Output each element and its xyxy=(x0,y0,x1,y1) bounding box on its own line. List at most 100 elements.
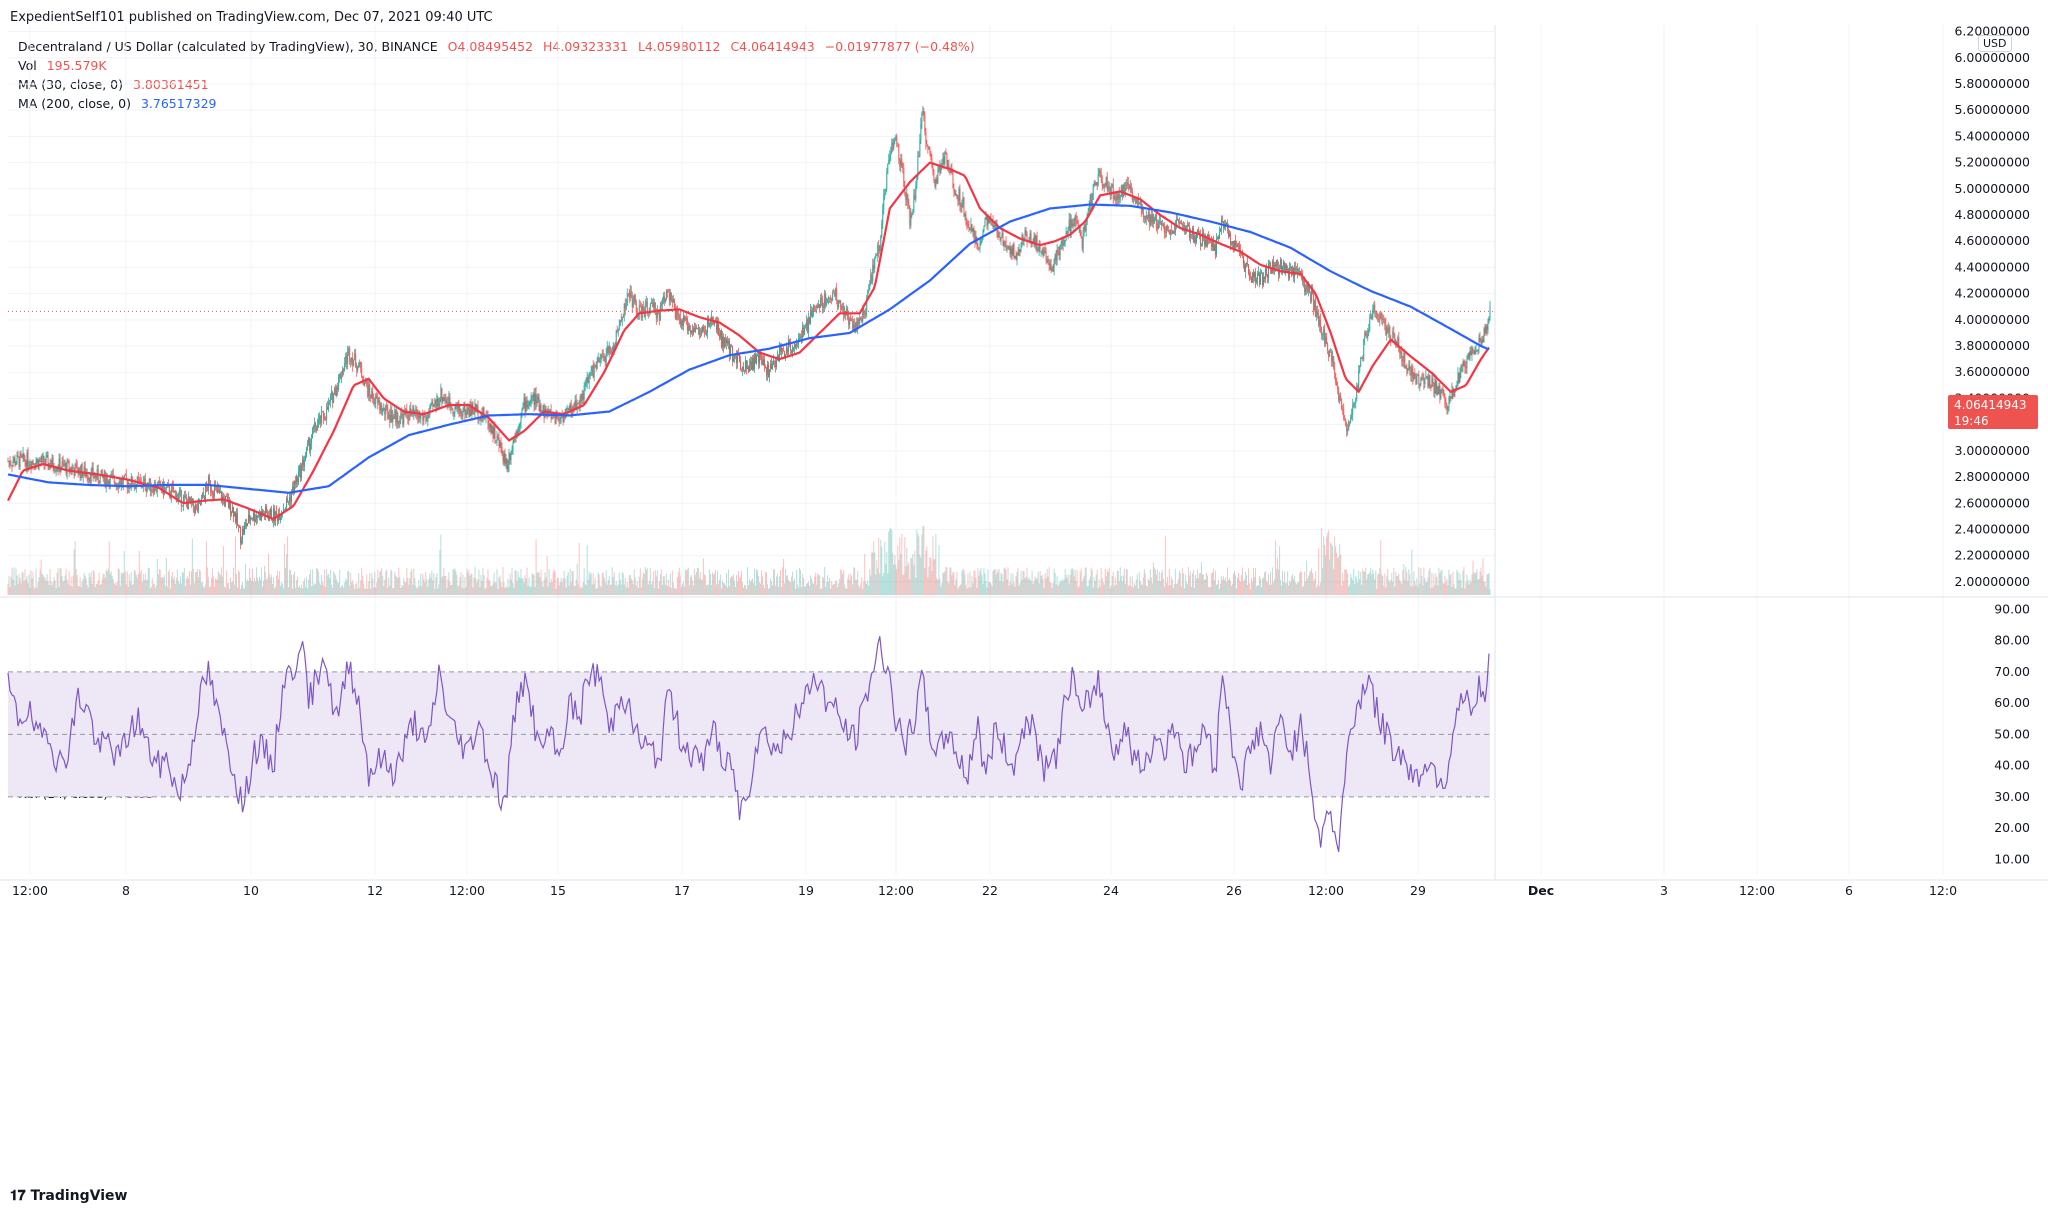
currency-badge[interactable]: USD xyxy=(1978,35,2012,52)
candle-body xyxy=(1443,393,1445,396)
candle-body xyxy=(577,403,579,404)
volume-bar xyxy=(1181,567,1183,595)
volume-bar xyxy=(641,578,643,595)
candle-body xyxy=(424,416,426,418)
candle-body xyxy=(1178,221,1180,223)
volume-bar xyxy=(95,583,97,595)
candle-body xyxy=(729,341,730,356)
volume-bar xyxy=(427,587,429,595)
volume-bar xyxy=(991,586,993,595)
ohlc-open: O4.08495452 xyxy=(447,39,534,54)
candle-body xyxy=(233,507,234,517)
candle-body xyxy=(138,478,140,481)
volume-bar xyxy=(64,575,66,595)
candle-body xyxy=(579,396,581,406)
candle-body xyxy=(1229,233,1230,238)
tradingview-logo[interactable]: 𝟏𝟕 TradingView xyxy=(10,1188,127,1204)
candle-body xyxy=(1141,208,1143,211)
volume-bar xyxy=(354,588,356,595)
candle-body xyxy=(1327,343,1329,351)
volume-bar xyxy=(960,584,962,595)
volume-bar xyxy=(985,580,987,595)
x-tick-label: Dec xyxy=(1528,883,1554,898)
volume-bar xyxy=(643,574,645,595)
candle-body xyxy=(194,504,196,513)
volume-bar xyxy=(72,575,74,595)
candle-body xyxy=(155,490,157,492)
volume-bar xyxy=(126,571,128,595)
volume-bar xyxy=(114,582,116,595)
candle-body xyxy=(384,407,386,415)
candle-body xyxy=(1355,400,1357,404)
candle-body xyxy=(977,247,979,248)
volume-bar xyxy=(215,579,217,595)
volume-bar xyxy=(179,576,181,595)
candle-body xyxy=(1313,294,1315,310)
candle-body xyxy=(1048,264,1050,266)
volume-bar xyxy=(1051,588,1053,595)
volume-bar xyxy=(152,583,154,595)
candle-body xyxy=(1029,233,1031,238)
candle-body xyxy=(1137,198,1139,205)
volume-bar xyxy=(237,570,239,595)
volume-bar xyxy=(1207,586,1209,595)
volume-bar xyxy=(697,568,699,595)
volume-bar xyxy=(1403,564,1405,595)
volume-bar xyxy=(1266,580,1268,595)
volume-bar xyxy=(1118,581,1120,595)
volume-bar xyxy=(430,577,432,595)
candle-body xyxy=(1377,318,1379,320)
volume-bar xyxy=(617,584,619,595)
volume-bar xyxy=(485,587,487,595)
candle-body xyxy=(606,346,608,354)
volume-bar xyxy=(1335,546,1337,595)
rsi-line xyxy=(7,636,1490,852)
candle-body xyxy=(1102,185,1104,188)
volume-bar xyxy=(546,555,548,595)
volume-bar xyxy=(1111,576,1113,595)
volume-bar xyxy=(723,583,725,595)
volume-bar xyxy=(1179,573,1181,595)
volume-bar xyxy=(87,587,89,595)
volume-bar xyxy=(929,557,931,595)
volume-bar xyxy=(200,583,202,595)
candle-body xyxy=(428,414,430,416)
candle-body xyxy=(1216,237,1218,239)
candle-body xyxy=(1153,218,1155,224)
candle-body xyxy=(1084,224,1086,232)
candle-body xyxy=(1016,253,1018,260)
volume-bar xyxy=(1153,567,1155,595)
volume-bar xyxy=(224,587,226,595)
candle-body xyxy=(451,406,453,410)
volume-bar xyxy=(1408,569,1410,595)
volume-bar xyxy=(1138,571,1140,595)
volume-bar xyxy=(874,552,876,595)
candle-body xyxy=(872,265,874,282)
candle-body xyxy=(324,418,326,420)
volume-bar xyxy=(258,581,260,595)
candle-body xyxy=(24,459,26,462)
volume-bar xyxy=(225,570,227,595)
candle-body xyxy=(1439,386,1441,398)
candle-body xyxy=(747,366,748,369)
candle-body xyxy=(1236,245,1237,248)
candle-body xyxy=(963,197,965,216)
candle-body xyxy=(1041,249,1043,252)
candle-body xyxy=(77,473,79,474)
candle-body xyxy=(37,459,39,469)
volume-bar xyxy=(301,584,303,595)
candle-body xyxy=(255,519,256,522)
candle-body xyxy=(838,301,840,308)
candle-body xyxy=(325,419,327,420)
candle-body xyxy=(1214,244,1216,255)
volume-bar xyxy=(1025,576,1027,595)
volume-bar xyxy=(403,577,405,595)
candle-body xyxy=(109,475,111,488)
volume-bar xyxy=(528,577,530,595)
candle-body xyxy=(29,464,31,466)
volume-bar xyxy=(633,569,635,595)
volume-bar xyxy=(418,579,420,595)
volume-bar xyxy=(15,568,17,595)
candle-body xyxy=(559,419,561,421)
